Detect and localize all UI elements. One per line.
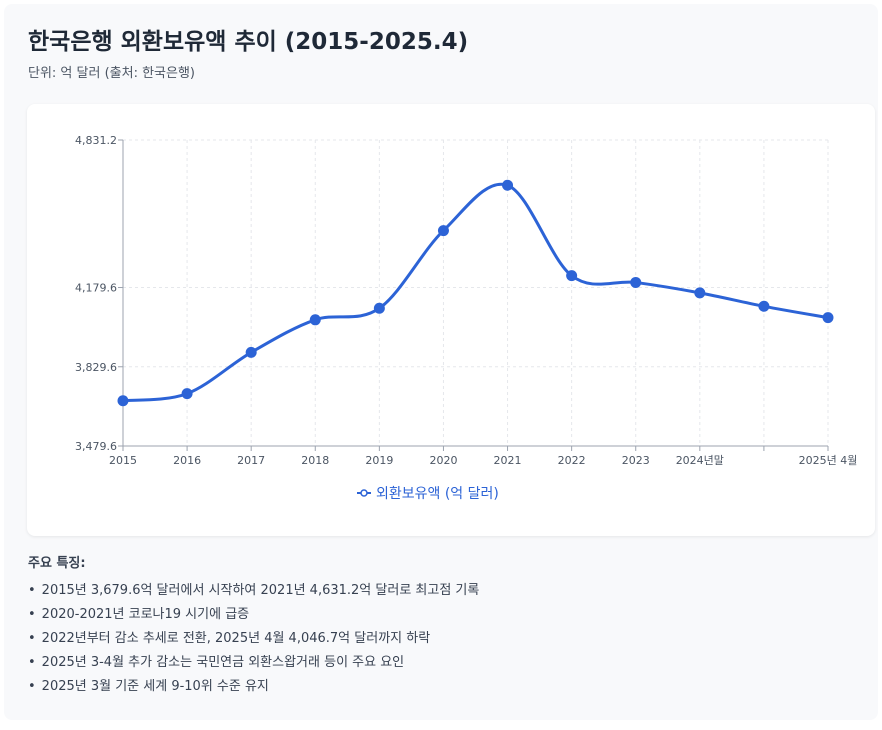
key-features-list: • 2015년 3,679.6억 달러에서 시작하여 2021년 4,631.2억… [28, 579, 479, 699]
x-tick-label: 2020 [429, 454, 457, 467]
y-tick-label: 3,479.6 [75, 440, 117, 453]
x-tick-label: 2025년 4월 [799, 454, 858, 467]
key-feature-text: 2020-2021년 코로나19 시기에 급증 [41, 607, 250, 622]
data-point [822, 312, 834, 324]
x-tick-label: 2016 [173, 454, 201, 467]
data-point [181, 388, 193, 400]
bullet-icon: • [28, 655, 36, 670]
data-point [630, 276, 642, 288]
data-point [566, 270, 578, 282]
x-tick-label: 2021 [494, 454, 522, 467]
key-feature-text: 2025년 3-4월 추가 감소는 국민연금 외환스왑거래 등이 주요 요인 [41, 655, 405, 670]
bullet-icon: • [28, 631, 36, 646]
data-point [694, 287, 706, 299]
x-tick-label: 2024년말 [676, 454, 724, 467]
chart-grid [122, 139, 829, 447]
data-point [437, 225, 449, 237]
data-point [309, 314, 321, 326]
key-feature-item: • 2025년 3월 기준 세계 9-10위 수준 유지 [28, 675, 479, 699]
y-tick-label: 4,179.6 [75, 282, 117, 295]
x-tick-label: 2022 [558, 454, 586, 467]
page-subtitle: 단위: 억 달러 (출처: 한국은행) [28, 66, 195, 81]
key-feature-item: • 2020-2021년 코로나19 시기에 급증 [28, 603, 479, 627]
key-feature-text: 2022년부터 감소 추세로 전환, 2025년 4월 4,046.7억 달러까… [41, 631, 431, 646]
bullet-icon: • [28, 583, 36, 598]
legend-label: 외환보유액 (억 달러) [376, 486, 499, 502]
key-feature-item: • 2015년 3,679.6억 달러에서 시작하여 2021년 4,631.2억… [28, 579, 479, 603]
bullet-icon: • [28, 607, 36, 622]
x-tick-label: 2017 [237, 454, 265, 467]
key-feature-text: 2015년 3,679.6억 달러에서 시작하여 2021년 4,631.2억 … [41, 583, 480, 598]
page-container: 한국은행 외환보유액 추이 (2015-2025.4) 단위: 억 달러 (출처… [4, 4, 878, 720]
y-tick-label: 4,831.2 [75, 134, 117, 147]
key-features: 주요 특징: • 2015년 3,679.6억 달러에서 시작하여 2021년 4… [28, 552, 479, 699]
y-tick-label: 3,829.6 [75, 361, 117, 374]
x-tick-label: 2023 [622, 454, 650, 467]
chart-legend: 외환보유액 (억 달러) [357, 486, 499, 502]
bullet-icon: • [28, 679, 36, 694]
x-tick-label: 2019 [365, 454, 393, 467]
key-feature-item: • 2022년부터 감소 추세로 전환, 2025년 4월 4,046.7억 달러… [28, 627, 479, 651]
chart-card: 3,479.6 3,829.6 4,179.6 4,831.2 2015 2016 2017… [27, 104, 875, 536]
legend-marker-icon [360, 489, 368, 497]
x-tick-label: 2015 [109, 454, 137, 467]
key-features-title: 주요 특징: [28, 556, 86, 571]
data-point [758, 300, 770, 312]
data-point [117, 395, 129, 407]
page-title: 한국은행 외환보유액 추이 (2015-2025.4) [28, 29, 469, 55]
key-feature-text: 2025년 3월 기준 세계 9-10위 수준 유지 [41, 679, 269, 694]
x-tick-label: 2018 [301, 454, 329, 467]
data-point [373, 302, 385, 314]
data-point [245, 346, 257, 358]
key-feature-item: • 2025년 3-4월 추가 감소는 국민연금 외환스왑거래 등이 주요 요인 [28, 651, 479, 675]
line-chart: 3,479.6 3,829.6 4,179.6 4,831.2 2015 2016 2017… [75, 134, 858, 502]
series-line [122, 182, 829, 403]
data-point [502, 179, 514, 191]
